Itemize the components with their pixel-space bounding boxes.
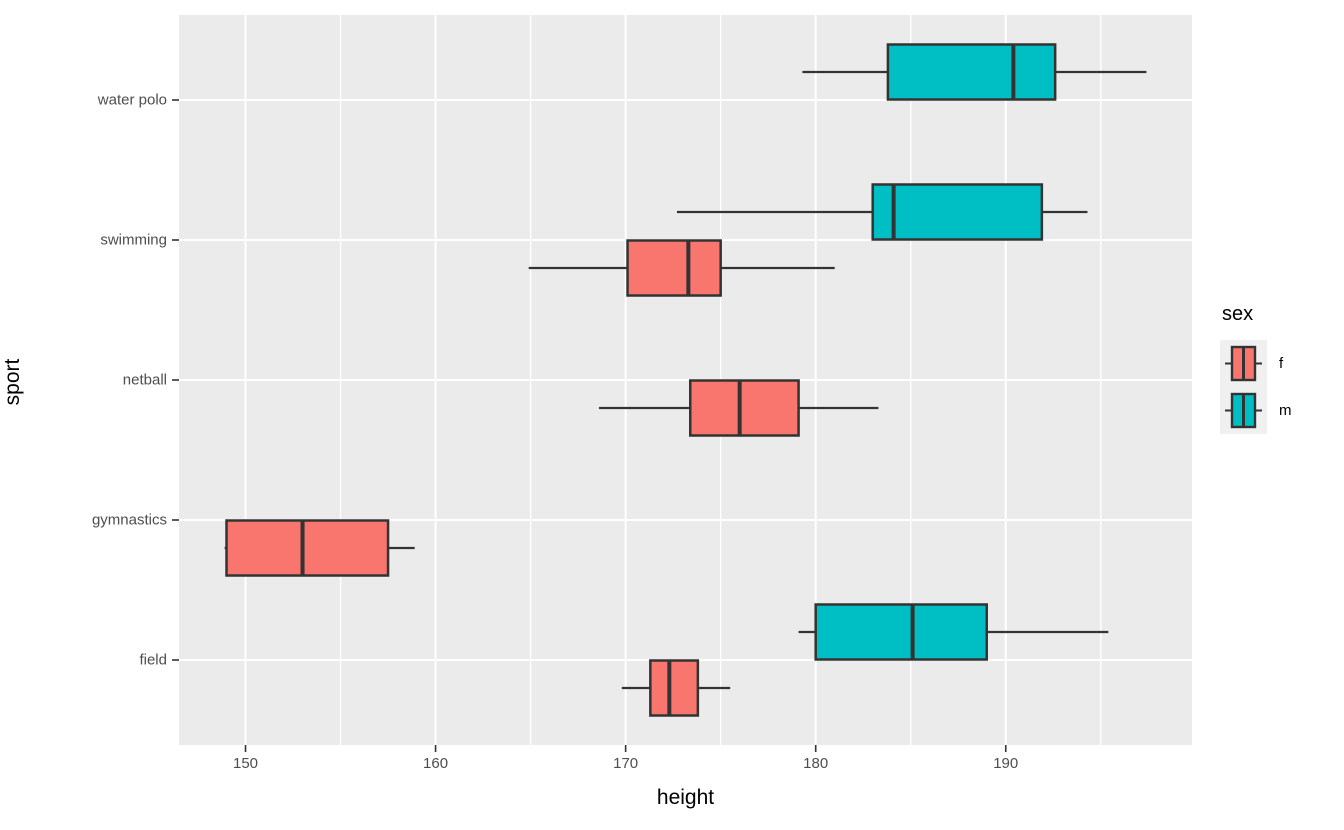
legend-key-m <box>1220 387 1267 434</box>
x-tick-label-180: 180 <box>803 755 829 772</box>
y-tick-label-field: field <box>139 651 167 669</box>
legend-key-f <box>1220 340 1267 387</box>
y-axis-title: sport <box>1 358 24 406</box>
boxplot-box-water-polo-m <box>886 43 1057 101</box>
y-tick-label-gymnastics: gymnastics <box>91 511 167 529</box>
x-axis-title: height <box>656 786 715 809</box>
legend-item-f: f <box>1220 340 1340 387</box>
y-tick-label-swimming: swimming <box>100 231 167 249</box>
boxplot-box-swimming-f <box>626 239 722 297</box>
legend-title: sex <box>1222 303 1254 325</box>
boxplot-box-field-f <box>649 659 700 717</box>
boxplot-box-swimming-m <box>871 183 1044 241</box>
legend-item-label: m <box>1279 402 1292 419</box>
boxplot-box-field-m <box>814 603 988 661</box>
x-tick-label-170: 170 <box>613 755 639 772</box>
boxplot-box-netball-f <box>689 379 800 437</box>
boxplot-box-gymnastics-f <box>225 519 390 577</box>
x-tick-label-160: 160 <box>423 755 449 772</box>
y-tick-label-water-polo: water polo <box>97 91 167 109</box>
y-tick-label-netball: netball <box>122 371 167 389</box>
x-tick-label-190: 190 <box>993 755 1019 772</box>
boxplot-key-icon <box>1225 392 1262 429</box>
legend-item-label: f <box>1279 355 1284 372</box>
legend-item-m: m <box>1220 387 1340 434</box>
x-tick-label-150: 150 <box>233 755 259 772</box>
boxplot-key-icon <box>1225 345 1262 382</box>
